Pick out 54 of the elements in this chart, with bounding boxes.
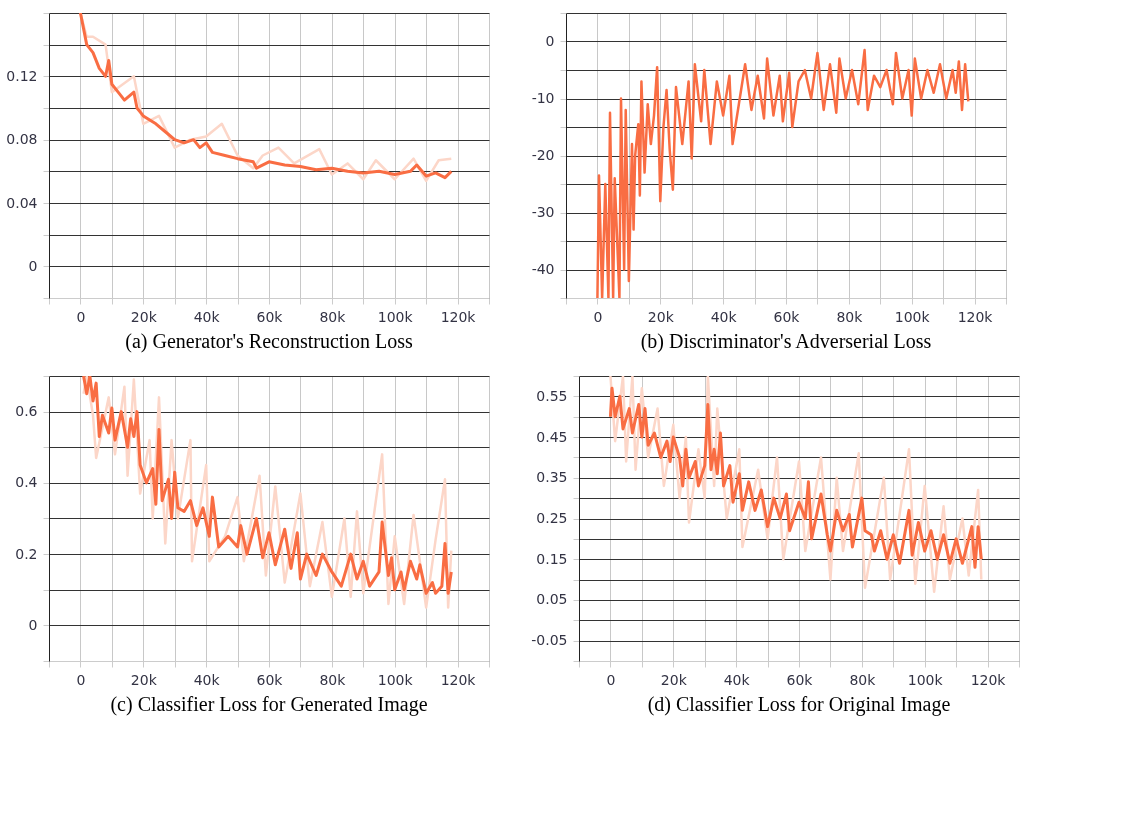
y-tick-label: 0.15: [536, 550, 568, 567]
x-tick-label: 20k: [660, 671, 688, 688]
x-tick-label: 80k: [319, 308, 347, 325]
y-tick-label: 0: [545, 33, 555, 49]
x-tick-label: 60k: [256, 308, 284, 325]
x-tick-label: 0: [76, 308, 86, 325]
x-tick-label: 80k: [319, 671, 347, 688]
y-tick-label: 0.35: [536, 469, 568, 486]
y-tick-label: -30: [531, 204, 555, 220]
x-tick-label: 120k: [440, 671, 477, 688]
x-tick-label: 80k: [849, 671, 877, 688]
x-tick-label: 100k: [894, 308, 931, 325]
y-tick-label: 0.25: [536, 510, 568, 526]
x-tick-label: 40k: [723, 671, 751, 688]
line-series: [596, 48, 970, 298]
x-tick-label: 60k: [786, 671, 814, 688]
y-tick-label: 0.12: [6, 67, 38, 84]
x-tick-label: 60k: [256, 671, 284, 688]
x-tick-label: 40k: [193, 671, 221, 688]
x-tick-label: 40k: [710, 308, 738, 325]
y-tick-label: 0: [28, 616, 38, 633]
x-tick-label: 60k: [773, 308, 801, 325]
line-series: [608, 386, 983, 569]
x-tick-label: 20k: [130, 308, 158, 325]
x-tick-label: 0: [76, 671, 86, 688]
y-tick-label: 0.45: [536, 428, 568, 445]
y-tick-label: 0.4: [15, 474, 38, 491]
y-tick-label: 0.08: [6, 131, 38, 148]
x-tick-label: 100k: [377, 308, 414, 325]
x-tick-label: 20k: [130, 671, 158, 688]
y-tick-label: -10: [531, 90, 555, 106]
x-tick-label: 0: [606, 671, 616, 688]
y-tick-label: 0.6: [15, 403, 38, 420]
x-tick-label: 80k: [836, 308, 864, 325]
x-tick-label: 100k: [377, 671, 414, 688]
x-tick-label: 120k: [440, 308, 477, 325]
text: (b) Discriminator's Adverserial Loss: [640, 330, 932, 353]
x-tick-label: 0: [593, 308, 603, 325]
y-tick-label: 0.05: [536, 591, 568, 608]
text: (d) Classifier Loss for Original Image: [647, 693, 951, 716]
y-tick-label: -0.05: [531, 632, 568, 649]
text: (c) Classifier Loss for Generated Image: [110, 693, 428, 716]
x-tick-label: 100k: [907, 671, 944, 688]
y-tick-label: 0.04: [6, 194, 38, 211]
text: (a) Generator's Reconstruction Loss: [125, 330, 413, 353]
y-tick-label: 0.2: [15, 545, 38, 562]
y-tick-label: 0: [28, 257, 38, 274]
x-tick-label: 40k: [193, 308, 221, 325]
x-tick-label: 120k: [957, 308, 994, 325]
y-tick-label: 0.55: [536, 387, 568, 404]
y-tick-label: -20: [531, 147, 555, 163]
y-tick-label: -40: [531, 261, 555, 277]
x-tick-label: 20k: [647, 308, 675, 325]
x-tick-label: 120k: [970, 671, 1007, 688]
